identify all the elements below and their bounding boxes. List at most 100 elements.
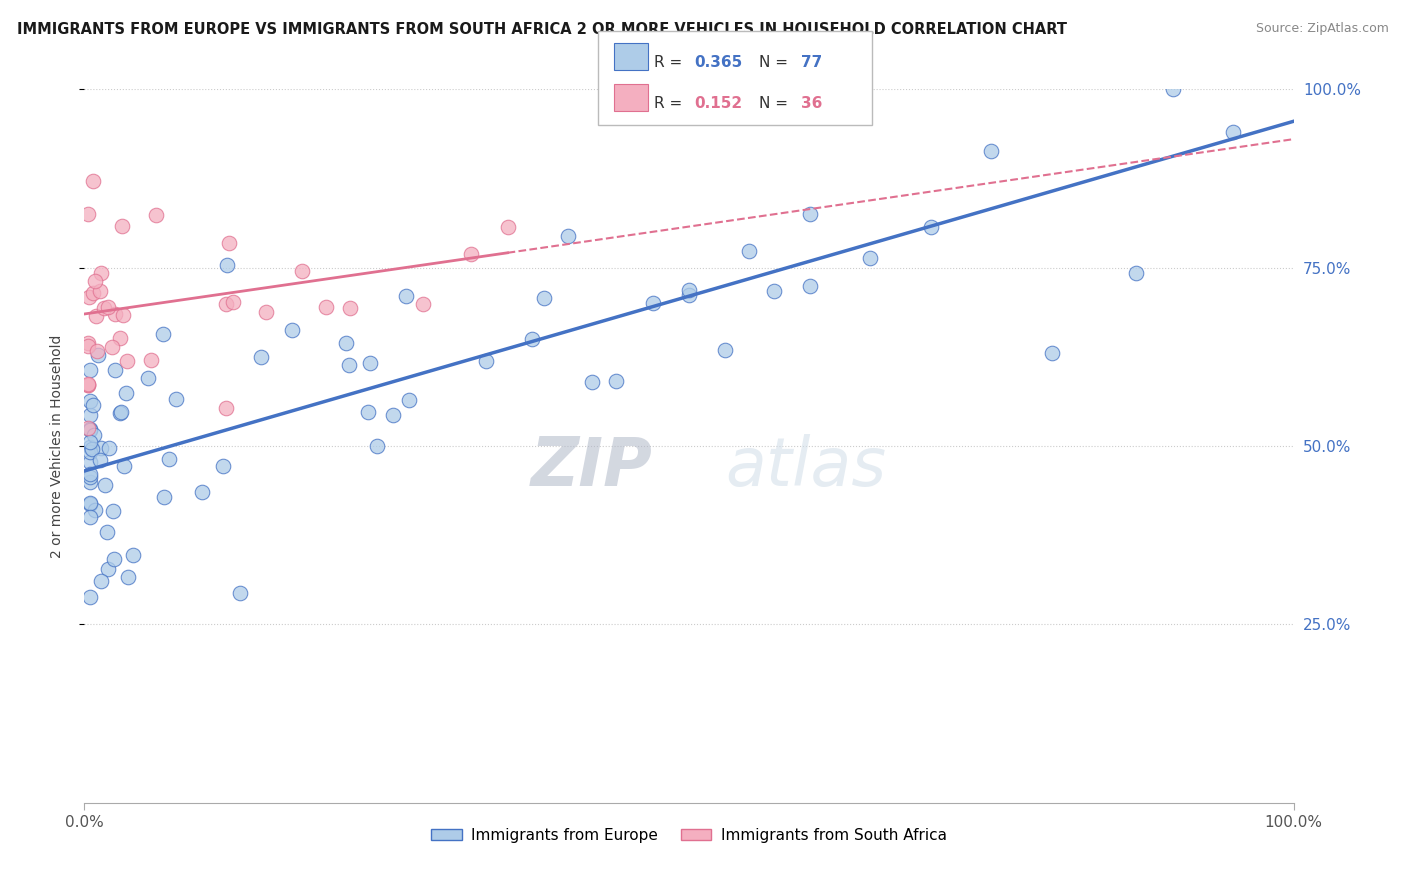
Point — [315, 300, 337, 314]
Text: 0.152: 0.152 — [695, 95, 742, 111]
Point — [1161, 82, 1184, 96]
Point — [366, 439, 388, 453]
Point — [980, 145, 1002, 159]
Point — [103, 552, 125, 566]
Point — [79, 423, 101, 437]
Text: R =: R = — [654, 55, 688, 70]
Point — [90, 574, 112, 588]
Point — [77, 335, 100, 350]
Point — [79, 455, 101, 469]
Point — [111, 308, 134, 322]
Point — [79, 496, 101, 510]
Point — [96, 525, 118, 540]
Point — [89, 453, 111, 467]
Text: N =: N = — [759, 55, 793, 70]
Point — [557, 229, 579, 244]
Point — [153, 490, 176, 504]
Point — [250, 350, 273, 364]
Point — [254, 305, 277, 319]
Point — [111, 219, 134, 233]
Point — [79, 469, 101, 483]
Point — [381, 408, 404, 422]
Point — [82, 398, 104, 412]
Point — [77, 378, 100, 392]
Text: IMMIGRANTS FROM EUROPE VS IMMIGRANTS FROM SOUTH AFRICA 2 OR MORE VEHICLES IN HOU: IMMIGRANTS FROM EUROPE VS IMMIGRANTS FRO… — [17, 22, 1067, 37]
Point — [77, 290, 100, 304]
Point — [94, 478, 117, 492]
Point — [136, 370, 159, 384]
Point — [496, 219, 519, 234]
Point — [222, 295, 245, 310]
Point — [337, 358, 360, 372]
Point — [215, 296, 238, 310]
Point — [97, 300, 120, 314]
Text: 77: 77 — [801, 55, 823, 70]
Text: 36: 36 — [801, 95, 823, 111]
Point — [101, 503, 124, 517]
Point — [145, 208, 167, 222]
Point — [859, 251, 882, 265]
Point — [412, 297, 434, 311]
Point — [82, 174, 104, 188]
Text: ZIP: ZIP — [531, 434, 652, 500]
Point — [90, 441, 112, 455]
Text: R =: R = — [654, 95, 688, 111]
Point — [79, 440, 101, 454]
Point — [79, 497, 101, 511]
Point — [152, 326, 174, 341]
Point — [110, 331, 132, 345]
Point — [77, 339, 100, 353]
Point — [1125, 267, 1147, 281]
Point — [87, 348, 110, 362]
Point — [520, 332, 543, 346]
Point — [229, 586, 252, 600]
Point — [79, 467, 101, 481]
Point — [122, 548, 145, 562]
Text: 0.365: 0.365 — [695, 55, 742, 70]
Point — [799, 279, 821, 293]
Point — [101, 340, 124, 354]
Point — [97, 442, 120, 456]
Point — [89, 284, 111, 298]
Point — [79, 394, 101, 409]
Point — [117, 570, 139, 584]
Point — [291, 264, 314, 278]
Point — [360, 356, 382, 370]
Point — [79, 363, 101, 377]
Point — [214, 401, 236, 415]
Point — [104, 363, 127, 377]
Y-axis label: 2 or more Vehicles in Household: 2 or more Vehicles in Household — [49, 334, 63, 558]
Point — [115, 354, 138, 368]
Point — [77, 207, 100, 221]
Point — [82, 442, 104, 457]
Point — [335, 335, 357, 350]
Point — [799, 207, 821, 221]
Point — [280, 323, 302, 337]
Point — [93, 301, 115, 315]
Point — [191, 484, 214, 499]
Point — [77, 421, 100, 435]
Point — [79, 475, 101, 490]
Text: atlas: atlas — [725, 434, 886, 500]
Point — [89, 266, 111, 280]
Point — [141, 353, 163, 368]
Point — [77, 377, 100, 392]
Point — [678, 283, 700, 297]
Point — [605, 375, 627, 389]
Point — [1040, 346, 1063, 360]
Point — [678, 288, 700, 302]
Point — [395, 288, 418, 302]
Point — [641, 296, 664, 310]
Point — [84, 502, 107, 516]
Point — [212, 459, 235, 474]
Point — [83, 274, 105, 288]
Point — [165, 392, 187, 406]
Point — [1222, 125, 1244, 139]
Point — [79, 408, 101, 422]
Point — [157, 452, 180, 467]
Point — [714, 343, 737, 357]
Point — [114, 386, 136, 401]
Point — [920, 220, 942, 235]
Point — [339, 301, 361, 316]
Point — [108, 405, 131, 419]
